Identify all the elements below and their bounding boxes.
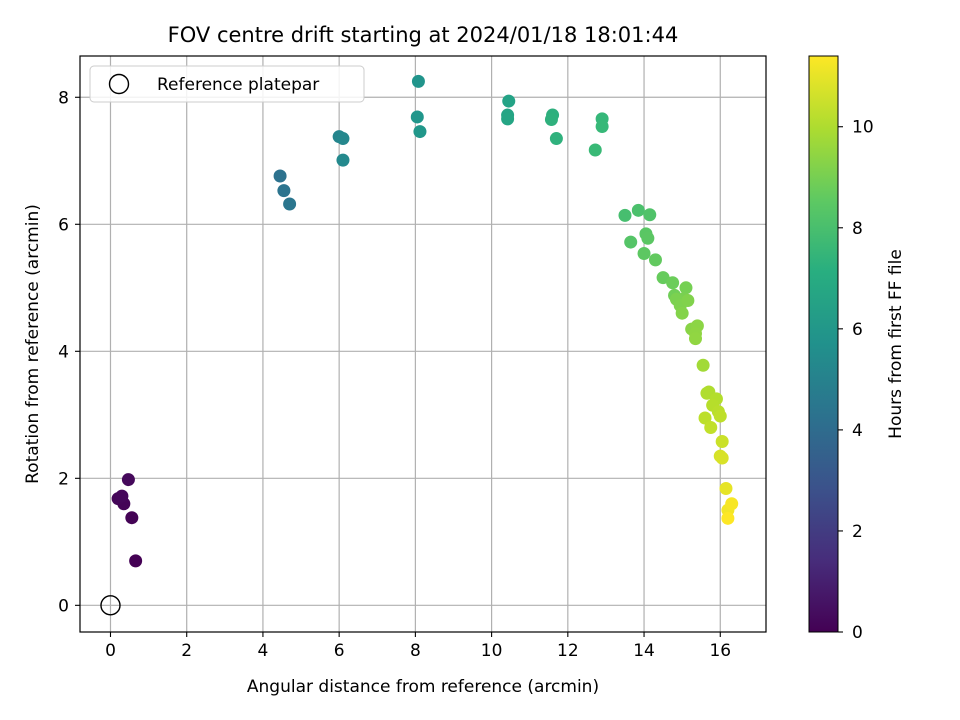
chart-title: FOV centre drift starting at 2024/01/18 … [168, 23, 679, 47]
plot-frame [79, 55, 767, 633]
y-tick-label: 0 [58, 596, 69, 616]
data-point [715, 451, 729, 465]
data-point [624, 235, 638, 249]
data-point [115, 489, 129, 503]
data-point [666, 276, 680, 290]
x-tick-label: 14 [633, 641, 655, 661]
x-tick-label: 8 [410, 641, 421, 661]
data-point [413, 125, 427, 139]
data-point [336, 132, 350, 146]
data-point [501, 112, 515, 126]
grid-lines [80, 56, 766, 632]
data-point [648, 253, 662, 267]
data-point [688, 332, 702, 346]
data-point [544, 113, 558, 127]
data-point [641, 231, 655, 245]
colorbar-tick-label: 2 [852, 522, 863, 542]
data-point [336, 153, 350, 167]
data-point [588, 143, 602, 157]
legend-marker-icon [108, 73, 130, 95]
colorbar-frame [808, 55, 839, 633]
colorbar-gradient [809, 56, 838, 632]
colorbar-ticks: 0 2 4 6 8 10 [838, 118, 874, 643]
data-point [618, 208, 632, 222]
x-tick-label: 12 [557, 641, 579, 661]
x-axis-ticks: 0 2 4 6 8 10 12 14 16 [105, 632, 731, 661]
colorbar-label: Hours from first FF file [886, 249, 906, 439]
data-point [675, 306, 689, 320]
data-point [713, 409, 727, 423]
colorbar-tick-label: 0 [852, 623, 863, 643]
legend-entry-label: Reference platepar [157, 75, 319, 95]
data-point [549, 132, 563, 146]
y-tick-label: 2 [58, 469, 69, 489]
data-point [700, 386, 714, 400]
data-point [121, 473, 135, 487]
data-point [721, 511, 735, 525]
legend: Reference platepar [89, 65, 365, 103]
y-axis-label: Rotation from reference (arcmin) [23, 204, 43, 484]
data-point [595, 119, 609, 133]
x-tick-label: 2 [181, 641, 192, 661]
data-point [698, 411, 712, 425]
x-tick-label: 4 [258, 641, 269, 661]
x-tick-label: 0 [105, 641, 116, 661]
data-point [719, 481, 733, 495]
data-point [273, 169, 287, 183]
x-axis-label: Angular distance from reference (arcmin) [247, 677, 599, 697]
colorbar-tick-label: 8 [852, 219, 863, 239]
data-point [129, 554, 143, 568]
data-point [704, 421, 718, 435]
data-point [125, 511, 139, 525]
y-tick-label: 6 [58, 215, 69, 235]
data-point [725, 497, 739, 511]
x-tick-label: 10 [481, 641, 503, 661]
data-point [631, 203, 645, 217]
data-point [656, 271, 670, 285]
data-point [681, 293, 695, 307]
data-point [696, 358, 710, 372]
y-tick-label: 4 [58, 342, 69, 362]
reference-point-marker [100, 595, 121, 616]
colorbar: 0 2 4 6 8 10 Hours from first FF file [808, 55, 906, 643]
colorbar-tick-label: 10 [852, 118, 874, 138]
data-point [410, 110, 424, 124]
y-axis-ticks: 0 2 4 6 8 [58, 88, 80, 616]
data-point [277, 184, 291, 198]
data-point [637, 247, 651, 261]
data-point [679, 281, 693, 295]
data-point [502, 94, 516, 108]
data-point [411, 74, 425, 88]
x-tick-label: 6 [334, 641, 345, 661]
data-point [715, 434, 729, 448]
data-points [100, 74, 739, 616]
y-tick-label: 8 [58, 88, 69, 108]
data-point [643, 208, 657, 222]
data-point [283, 197, 297, 211]
colorbar-tick-label: 4 [852, 421, 863, 441]
legend-box [89, 65, 365, 103]
x-tick-label: 16 [709, 641, 731, 661]
colorbar-tick-label: 6 [852, 320, 863, 340]
